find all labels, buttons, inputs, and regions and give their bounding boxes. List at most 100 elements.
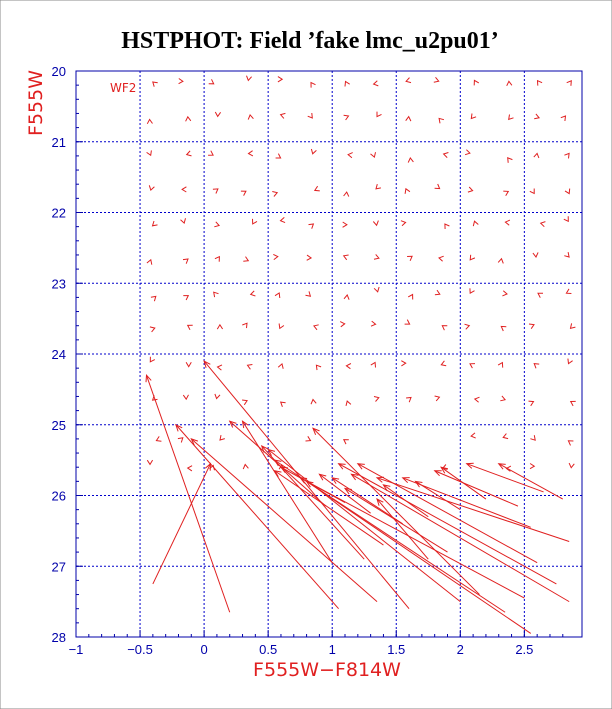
vector-marker xyxy=(500,325,507,332)
vector-arrowhead xyxy=(376,498,384,506)
vector-arrowhead xyxy=(331,477,340,484)
vector-marker xyxy=(564,152,570,159)
vector-line xyxy=(267,449,461,603)
vector-marker xyxy=(502,433,509,440)
vector-marker xyxy=(208,79,215,85)
vector-arrowhead xyxy=(279,466,288,474)
vector-marker xyxy=(434,183,441,190)
vector-marker xyxy=(310,398,317,405)
vector-marker xyxy=(315,364,322,371)
vector-marker xyxy=(212,188,219,194)
vector-line xyxy=(319,473,371,514)
vector-line xyxy=(351,473,570,603)
vector-marker xyxy=(155,436,162,442)
vector-marker xyxy=(344,80,350,87)
y-tick-label: 22 xyxy=(52,206,66,221)
vector-line xyxy=(434,470,519,507)
vector-marker xyxy=(404,187,411,194)
vector-line xyxy=(280,466,346,504)
vector-marker xyxy=(438,255,444,262)
vector-marker xyxy=(502,290,508,297)
y-tick-label: 28 xyxy=(52,630,66,645)
vector-marker xyxy=(528,323,535,329)
vector-line xyxy=(376,498,429,560)
vector-arrowhead xyxy=(318,473,327,481)
vector-marker xyxy=(473,396,480,403)
vector-arrowhead xyxy=(382,484,391,492)
vector-line xyxy=(175,424,339,610)
vector-arrowhead xyxy=(440,466,449,474)
vector-marker xyxy=(219,435,225,441)
vector-marker xyxy=(308,223,315,229)
vector-marker xyxy=(537,292,543,298)
vector-marker xyxy=(569,400,576,407)
vector-arrowhead xyxy=(433,470,442,477)
vector-line xyxy=(203,360,410,610)
vector-arrowhead xyxy=(350,473,359,481)
vector-line xyxy=(312,427,480,595)
y-tick-label: 26 xyxy=(52,489,66,504)
vector-arrowhead xyxy=(312,427,320,435)
vector-marker xyxy=(214,221,221,228)
y-tick-label: 25 xyxy=(52,418,66,433)
vector-marker xyxy=(464,149,471,156)
vector-marker xyxy=(252,218,258,225)
plot-area: −1 −0.5 0 0.5 1 1.5 2 2.5 20 21 22 23 24 25 26 27 28 xyxy=(52,64,583,657)
vector-marker xyxy=(375,183,381,190)
vector-marker xyxy=(274,292,281,299)
vector-arrowhead xyxy=(145,373,152,383)
x-tick-label: 2 xyxy=(457,642,464,657)
vector-line xyxy=(299,477,525,599)
vector-marker xyxy=(310,148,317,155)
vector-marker xyxy=(246,364,253,370)
vector-marker xyxy=(563,216,569,223)
vector-marker xyxy=(342,254,349,261)
vector-marker xyxy=(497,361,504,368)
vector-marker xyxy=(146,150,152,157)
vector-line xyxy=(190,438,378,603)
vector-marker xyxy=(407,293,414,300)
vector-line xyxy=(498,463,564,500)
vector-marker xyxy=(440,360,447,367)
vector-line xyxy=(440,466,487,500)
vector-marker xyxy=(566,80,572,86)
vector-marker xyxy=(146,459,154,466)
vector-arrowhead xyxy=(356,463,365,470)
vector-marker xyxy=(497,257,504,264)
vector-marker xyxy=(507,157,513,163)
vector-marker xyxy=(249,290,256,297)
vector-marker xyxy=(506,80,513,87)
vector-marker xyxy=(216,364,223,371)
vector-marker xyxy=(277,76,284,83)
vector-arrowhead xyxy=(267,448,276,456)
vector-marker xyxy=(183,295,190,301)
vector-marker xyxy=(152,81,158,87)
vector-marker xyxy=(177,437,184,443)
short-vector-markers xyxy=(146,75,576,472)
y-axis-label: F555W xyxy=(25,70,47,136)
vector-marker xyxy=(539,221,546,228)
vector-marker xyxy=(313,324,319,331)
vector-arrowhead xyxy=(465,462,474,469)
x-tick-label: 1.5 xyxy=(387,642,405,657)
vector-marker xyxy=(343,114,350,121)
vector-arrowhead xyxy=(337,463,346,470)
vector-line xyxy=(344,488,448,553)
y-tick-label: 23 xyxy=(52,276,66,291)
vector-line xyxy=(376,477,570,542)
vector-marker xyxy=(149,326,156,333)
vector-marker xyxy=(373,286,380,293)
x-tick-label: −1 xyxy=(69,642,84,657)
vector-marker xyxy=(208,150,214,156)
vector-line xyxy=(357,463,538,564)
vector-marker xyxy=(533,363,540,369)
vector-marker xyxy=(242,322,248,329)
vector-marker xyxy=(310,81,316,88)
vector-marker xyxy=(532,252,539,258)
vector-marker xyxy=(530,435,536,441)
x-tick-label: 0.5 xyxy=(259,642,277,657)
vector-marker xyxy=(247,113,254,120)
y-tick-label: 27 xyxy=(52,559,66,574)
vector-marker xyxy=(305,436,312,442)
vector-marker xyxy=(407,157,414,163)
